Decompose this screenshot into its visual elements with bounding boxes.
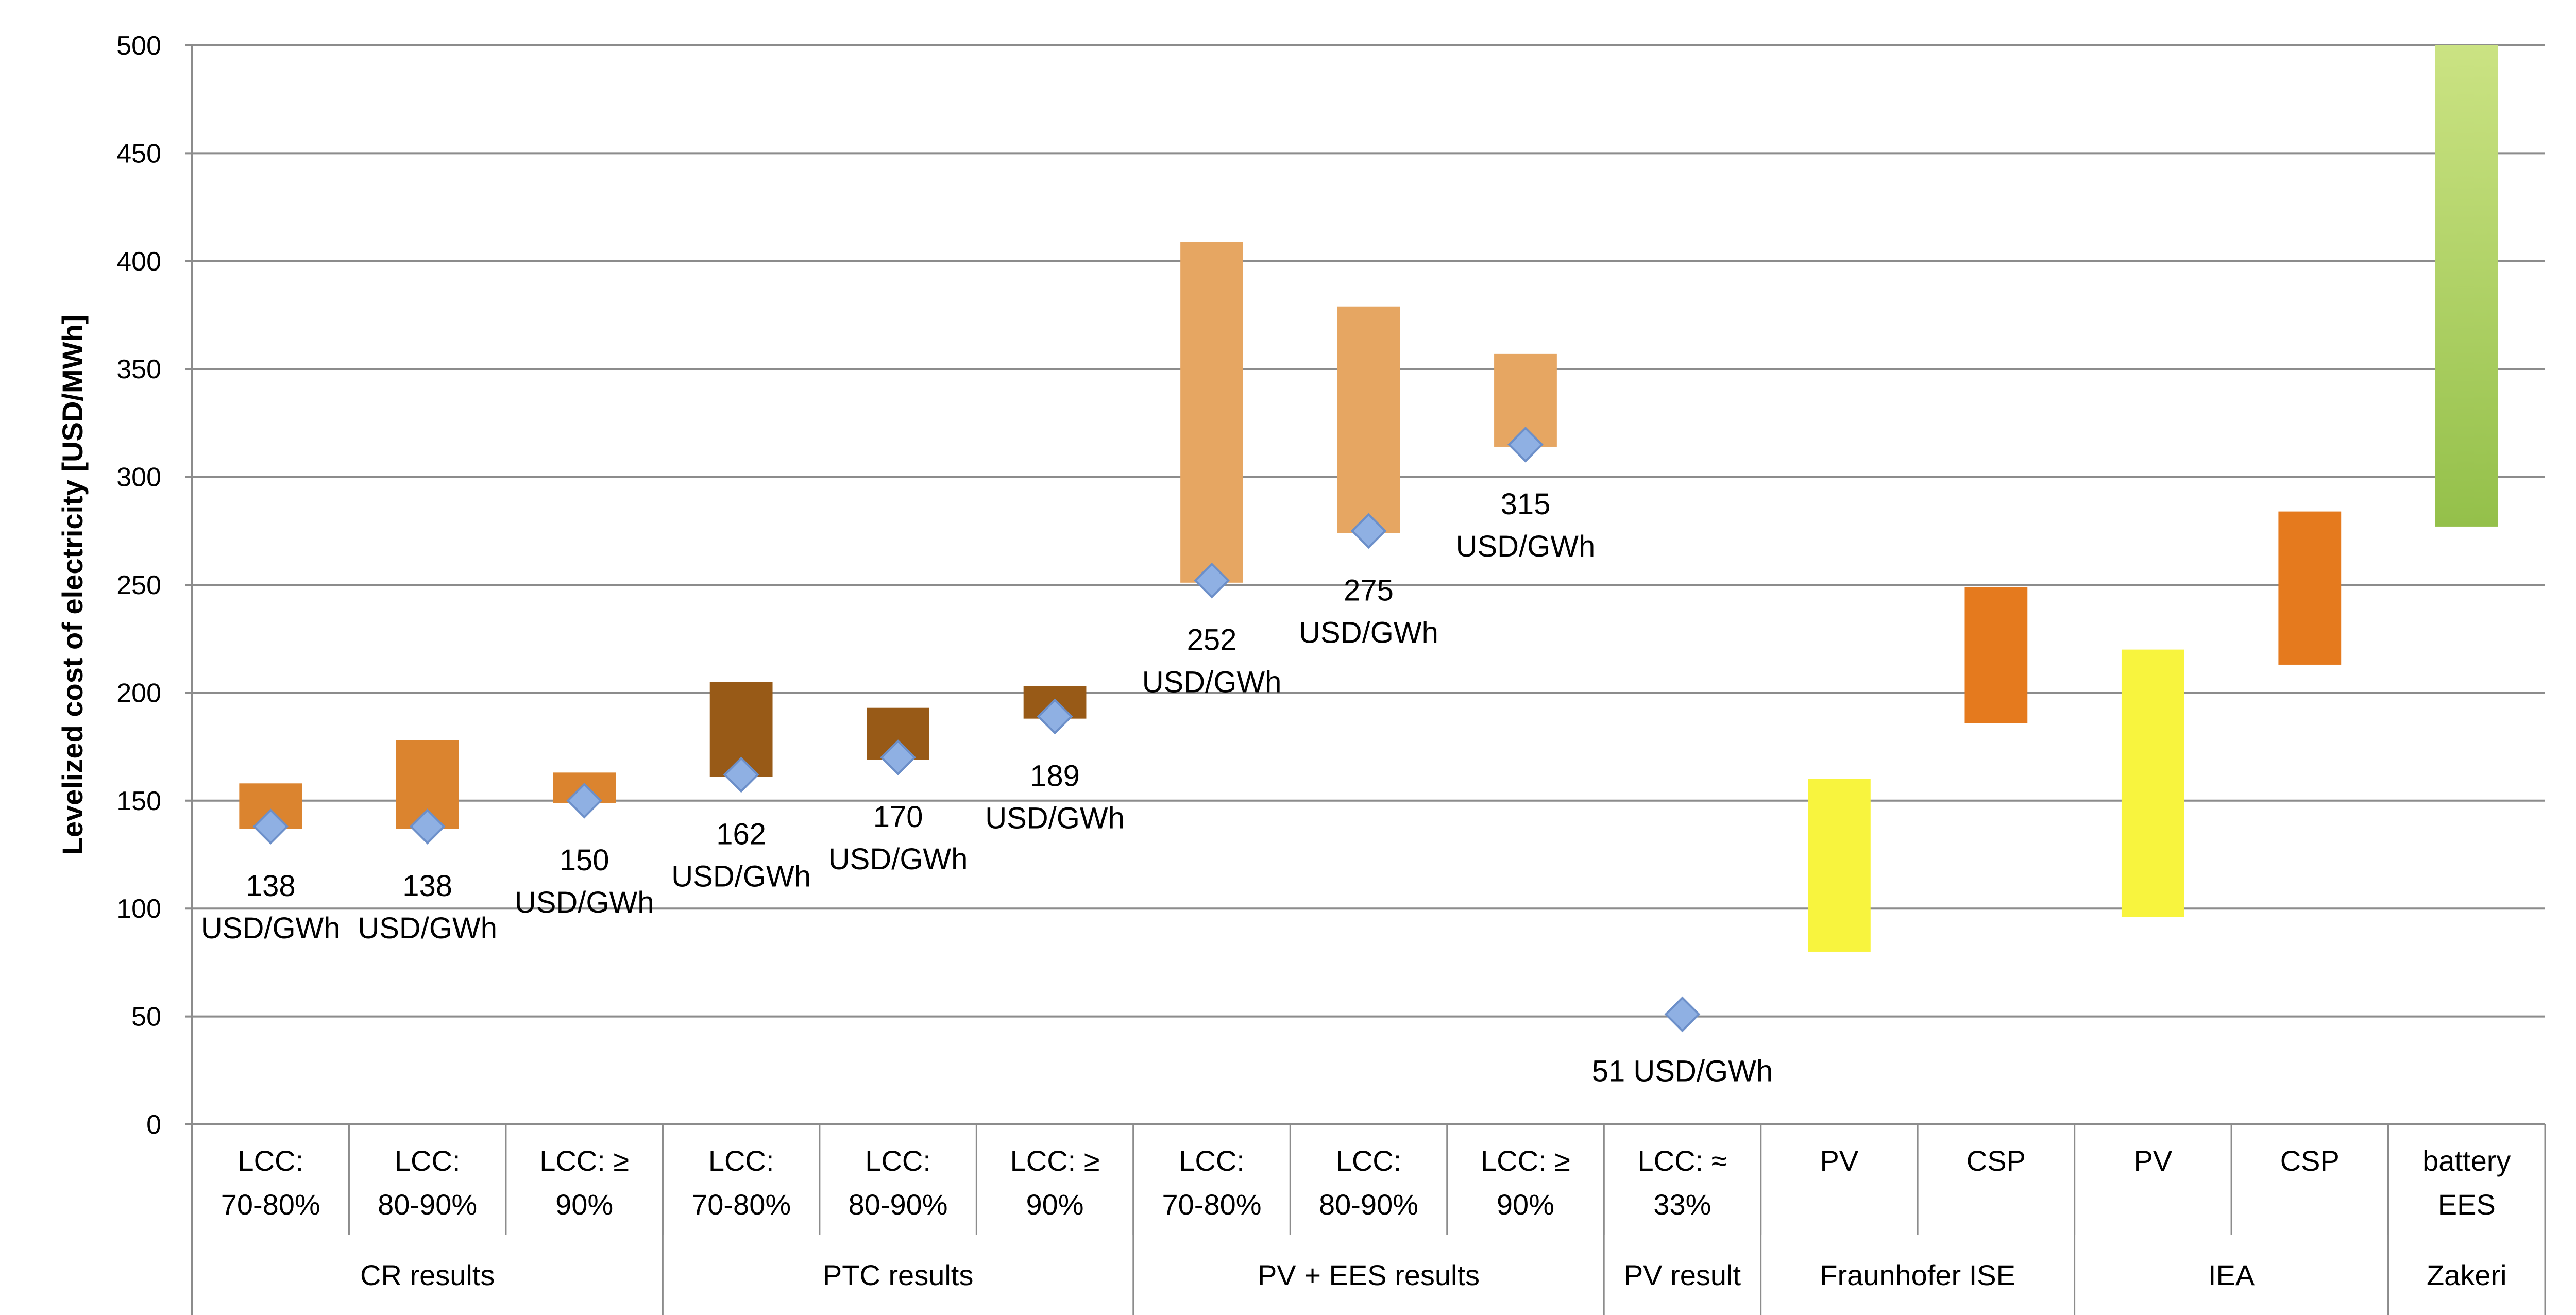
marker-diamond: [1037, 698, 1073, 735]
range-bar: [1808, 779, 1871, 952]
category-label: 80-90%: [1319, 1188, 1418, 1221]
data-label: USD/GWh: [985, 801, 1125, 835]
category-label: 33%: [1653, 1188, 1711, 1221]
category-label: CSP: [1967, 1144, 2026, 1177]
data-label: 162: [716, 818, 766, 851]
data-label: USD/GWh: [201, 912, 341, 945]
category-label: LCC: ≥: [1010, 1144, 1100, 1177]
y-tick-label: 400: [116, 247, 161, 277]
category-label: LCC: ≥: [539, 1144, 629, 1177]
category-label: 80-90%: [378, 1188, 477, 1221]
y-tick-label: 0: [146, 1110, 161, 1140]
y-tick-label: 200: [116, 678, 161, 708]
data-label: 51 USD/GWh: [1592, 1054, 1773, 1088]
range-bar: [2121, 649, 2184, 917]
category-label: EES: [2438, 1188, 2496, 1221]
data-label: USD/GWh: [1142, 666, 1282, 699]
data-label: USD/GWh: [1456, 530, 1596, 563]
data-label: 170: [873, 800, 923, 834]
data-label: USD/GWh: [515, 886, 654, 919]
category-label: 70-80%: [1162, 1188, 1262, 1221]
range-bar: [1180, 242, 1243, 583]
marker-diamond: [566, 782, 602, 819]
category-label: LCC: ≈: [1637, 1144, 1727, 1177]
category-label: 70-80%: [221, 1188, 320, 1221]
group-label: IEA: [2208, 1259, 2255, 1291]
y-tick-label: 100: [116, 894, 161, 924]
category-label: 80-90%: [849, 1188, 948, 1221]
data-label: 150: [560, 844, 609, 877]
range-bar: [2278, 511, 2342, 665]
marker-diamond: [1664, 996, 1701, 1033]
group-label: Zakeri: [2427, 1259, 2507, 1291]
range-bar: [1337, 306, 1400, 533]
category-label: LCC:: [238, 1144, 303, 1177]
y-tick-label: 150: [116, 786, 161, 816]
marker-diamond: [409, 808, 446, 845]
marker-diamond: [252, 808, 289, 845]
category-label: LCC:: [395, 1144, 461, 1177]
data-label: 189: [1030, 759, 1080, 793]
y-axis-title: Levelized cost of electricity [USD/MWh]: [56, 315, 89, 855]
marker-diamond: [723, 756, 759, 793]
data-label: USD/GWh: [828, 842, 968, 876]
category-label: LCC:: [865, 1144, 931, 1177]
marker-diamond: [1507, 426, 1544, 463]
category-label: PV: [2133, 1144, 2172, 1177]
data-label: USD/GWh: [671, 860, 811, 893]
data-label: 138: [402, 869, 452, 903]
category-label: 70-80%: [691, 1188, 791, 1221]
category-label: CSP: [2280, 1144, 2340, 1177]
range-bar: [2435, 45, 2498, 527]
category-label: LCC:: [708, 1144, 774, 1177]
y-tick-label: 300: [116, 463, 161, 493]
category-label: LCC:: [1179, 1144, 1245, 1177]
marker-diamond: [1350, 513, 1387, 549]
range-bar: [1964, 587, 2028, 723]
marker-diamond: [880, 739, 916, 775]
y-tick-label: 500: [116, 31, 161, 61]
marker-diamond: [1194, 562, 1230, 599]
group-label: PV result: [1624, 1259, 1741, 1291]
data-label: USD/GWh: [1299, 616, 1438, 649]
y-tick-label: 50: [131, 1002, 161, 1032]
group-label: Fraunhofer ISE: [1820, 1259, 2015, 1291]
group-label: CR results: [360, 1259, 495, 1291]
category-label: 90%: [1026, 1188, 1084, 1221]
y-tick-label: 450: [116, 139, 161, 168]
category-label: 90%: [555, 1188, 613, 1221]
group-label: PTC results: [823, 1259, 974, 1291]
data-label: 138: [246, 869, 296, 903]
y-tick-label: 350: [116, 355, 161, 384]
y-tick-label: 250: [116, 570, 161, 600]
data-label: USD/GWh: [358, 912, 497, 945]
category-label: LCC: ≥: [1481, 1144, 1570, 1177]
data-label: 315: [1501, 487, 1551, 521]
data-label: 275: [1344, 574, 1394, 607]
category-label: 90%: [1497, 1188, 1554, 1221]
category-label: PV: [1820, 1144, 1859, 1177]
category-label: battery: [2422, 1144, 2511, 1177]
category-label: LCC:: [1336, 1144, 1402, 1177]
data-label: 252: [1187, 623, 1237, 657]
group-label: PV + EES results: [1258, 1259, 1480, 1291]
